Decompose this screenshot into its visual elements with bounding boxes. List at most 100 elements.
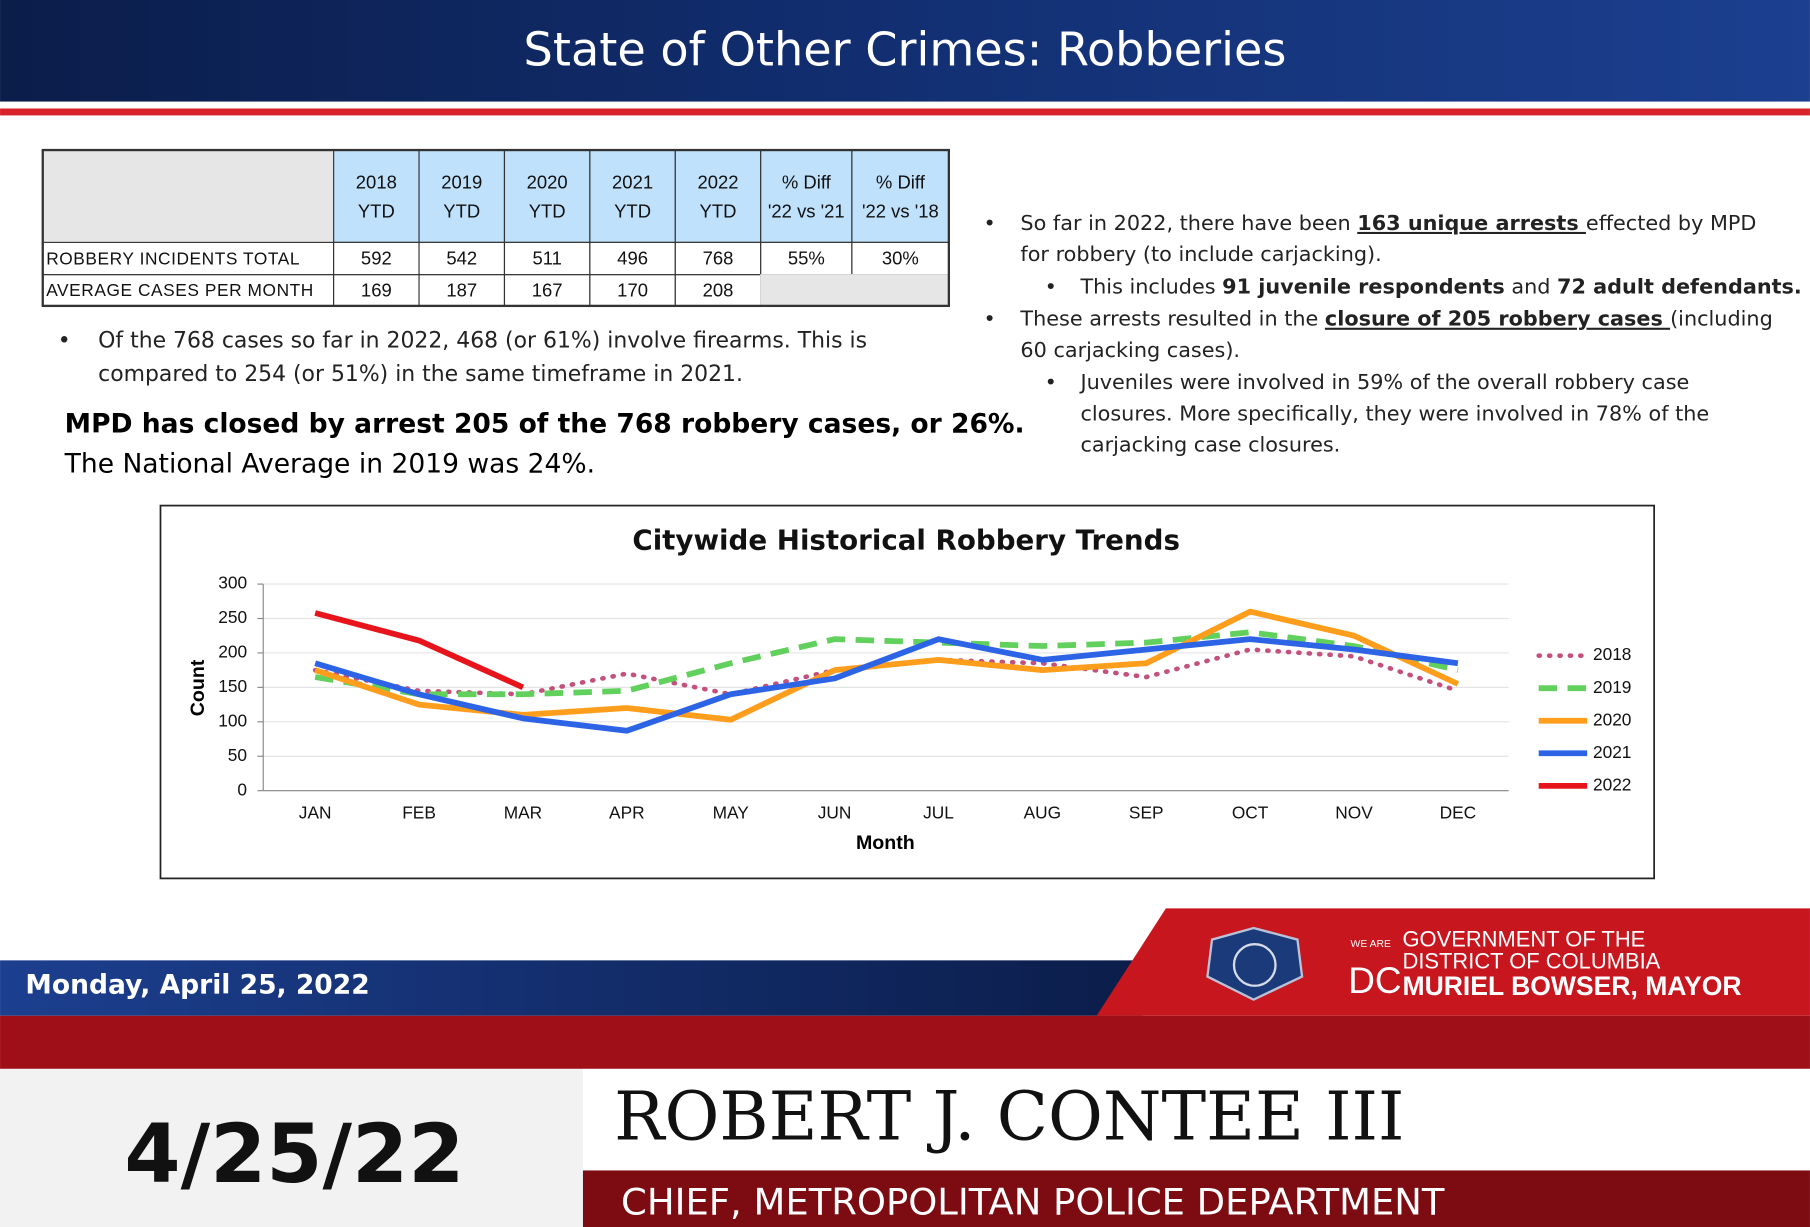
bullet-line: So far in 2022, there have been 163 uniq… [1020,211,1756,235]
text-run: (including [1670,307,1773,331]
left-text: • Of the 768 cases so far in 2022, 468 (… [58,329,1025,480]
statement: The National Average in 2019 was 24%. [64,449,595,480]
y-axis-title: Count [187,659,209,716]
role-panel [582,1170,1810,1227]
cell-text: 30% [882,248,919,269]
y-tick-label: 200 [218,642,247,662]
bullet-dot: • [983,211,995,235]
header-cell [674,149,762,243]
table-border [41,148,951,308]
header-text: YTD [700,200,737,221]
header-text: YTD [614,200,651,221]
text-run: 72 adult defendants. [1557,274,1802,298]
bullet-line: for robbery (to include carjacking). [1020,242,1381,266]
name-panel [582,1068,1810,1171]
y-tick-label: 150 [218,676,247,696]
cell [418,241,506,276]
bullet-dot: • [1045,370,1057,394]
date-panel [0,1068,583,1227]
date-band [0,960,1143,1016]
cell-text: 592 [361,248,392,269]
bullet-dot: • [58,329,71,354]
cell-text: 167 [532,279,563,300]
series-line [314,610,525,691]
speaker-role: CHIEF, METROPOLITAN POLICE DEPARTMENT [621,1180,1445,1223]
cell-text: 169 [361,279,392,300]
badge-seal [1232,943,1277,987]
cell-text: 542 [446,248,477,269]
gov-text: WE ARE [1351,939,1391,950]
text-run: So far in 2022, there have been [1020,211,1357,235]
cell [333,274,420,307]
row-label: ROBBERY INCIDENTS TOTAL [46,248,300,268]
speaker-name: ROBERT J. CONTEE III [614,1077,1404,1155]
header-text: YTD [443,200,480,221]
chart-title: Citywide Historical Robbery Trends [632,523,1180,556]
cell [851,274,950,307]
y-tick-label: 100 [218,710,247,730]
header-rule [0,108,1810,116]
lower-third-band [0,1015,1810,1069]
y-tick-label: 50 [228,745,247,765]
legend-label: 2018 [1593,644,1631,664]
header-cell [851,149,950,243]
header-text: 2021 [612,171,653,192]
police-badge [1206,926,1304,1001]
text-run: and [1505,274,1557,298]
bullet-line: Juveniles were involved in 59% of the ov… [1078,370,1689,394]
badge [1206,926,1304,1001]
row-label: AVERAGE CASES PER MONTH [46,280,314,300]
cell-text: 187 [446,279,477,300]
x-tick-label: NOV [1335,802,1373,822]
short-date: 4/25/22 [124,1108,464,1202]
right-text: • So far in 2022, there have been 163 un… [983,211,1801,457]
legend-label: 2022 [1593,774,1631,794]
cell [851,241,950,276]
cell [333,241,420,276]
x-tick-label: AUG [1024,802,1061,822]
cell-text: 496 [617,248,648,269]
bullet-line: These arrests resulted in the closure of… [1019,307,1772,331]
header-text: YTD [358,200,395,221]
header-blank [42,150,334,243]
bullet-line: carjacking case closures. [1080,433,1340,457]
bullet-dot: • [983,307,995,331]
cell [589,274,676,307]
plot: 0 50 100 150 200 250 300 JAN FEB MAR APR MAY JUN JUL A… [218,573,1631,823]
text-run: effected by MPD [1586,211,1756,235]
header-band [0,0,1810,102]
x-axis-title: Month [856,832,915,854]
bullet-line: closures. More specifically, they were i… [1080,401,1709,425]
cell-text: 768 [703,248,734,269]
series-line [314,629,1459,698]
cell-text: 55% [788,248,825,269]
header-text: '22 vs '18 [862,200,939,221]
header-text: 2020 [527,171,568,192]
x-tick-label: OCT [1232,802,1269,822]
header-text: 2019 [441,171,482,192]
gov-text: MURIEL BOWSER, MAYOR [1402,971,1741,1001]
bold-statement: MPD has closed by arrest 205 of the 768 … [65,408,1025,439]
gov-text: DISTRICT OF COLUMBIA [1402,948,1660,973]
x-tick-label: SEP [1129,802,1164,822]
text-run: 163 unique arrests [1357,211,1586,235]
text-run: These arrests resulted in the [1019,307,1324,331]
y-tick-label: 300 [218,573,247,593]
x-tick-label: APR [609,802,645,822]
header-cell [418,149,506,243]
gov-text: DC [1348,960,1401,1001]
x-tick-label: FEB [402,802,436,822]
legend-label: 2020 [1593,709,1631,729]
cell-text: 170 [617,279,648,300]
cell-text: 511 [532,248,561,269]
x-tick-label: DEC [1440,802,1477,822]
bullet-line: 60 carjacking cases). [1020,338,1240,362]
bullet-line: compared to 254 (or 51%) in the same tim… [98,362,743,387]
cell-text: 208 [703,279,734,300]
x-tick-label: MAY [713,802,750,822]
header-cell [503,149,591,243]
header-text: '22 vs '21 [768,200,845,221]
legend-label: 2019 [1593,677,1631,697]
header-text: 2018 [356,171,397,192]
